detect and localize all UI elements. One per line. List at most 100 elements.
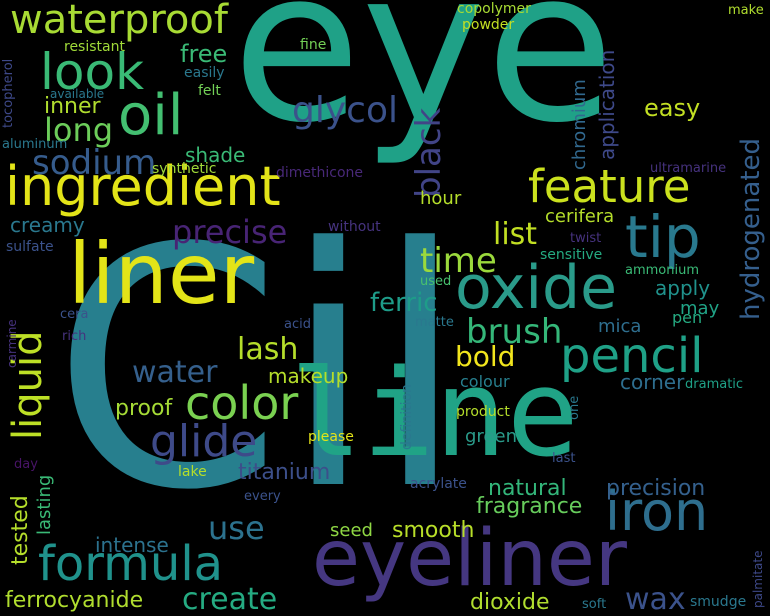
word-intense: intense <box>95 533 169 557</box>
word-glycol: glycol <box>292 90 398 131</box>
word-feature: feature <box>528 160 691 213</box>
word-twist: twist <box>570 231 602 246</box>
word-green: green <box>465 426 517 447</box>
word-free: free <box>180 40 228 68</box>
word-aluminum: aluminum <box>2 137 68 152</box>
word-dramatic: dramatic <box>685 377 744 392</box>
word-fine: fine <box>300 37 327 53</box>
word-cera: cera <box>60 307 89 322</box>
word-acid: acid <box>284 317 311 332</box>
word-pencil: pencil <box>560 328 704 384</box>
word-sensitive: sensitive <box>540 247 603 263</box>
word-eyeliner: eyeliner <box>312 514 627 604</box>
word-pen: pen <box>672 308 703 327</box>
word-palmitate: palmitate <box>751 550 765 608</box>
word-chromium: chromium <box>569 79 590 170</box>
word-ultramarine: ultramarine <box>650 161 727 176</box>
word-black: black <box>409 107 449 198</box>
word-ferric: ferric <box>370 288 438 318</box>
word-time: time <box>420 241 497 281</box>
word-water: water <box>132 355 218 390</box>
word-dimethicone: dimethicone <box>276 165 364 181</box>
word-carmine: carmine <box>5 319 19 368</box>
word-mica: mica <box>598 316 642 337</box>
word-application: application <box>595 49 619 160</box>
word-fragrance: fragrance <box>476 494 583 519</box>
word-liner: liner <box>68 225 255 323</box>
word-precision: precision <box>606 476 706 501</box>
word-easy: easy <box>644 94 701 122</box>
word-color: color <box>185 376 299 430</box>
word-synthetic: synthetic <box>152 161 217 177</box>
word-felt: felt <box>198 83 221 99</box>
word-rich: rich <box>62 329 87 344</box>
word-soft: soft <box>582 597 607 612</box>
word-without: without <box>328 219 381 235</box>
word-line: line <box>290 345 579 484</box>
word-last: last <box>552 451 576 466</box>
word-look: look <box>40 43 145 101</box>
word-available: available <box>50 87 105 101</box>
word-long: long <box>44 111 114 149</box>
word-apply: apply <box>655 276 711 300</box>
word-titanium: titanium <box>238 460 331 485</box>
word-proof: proof <box>115 396 173 421</box>
word-hydrogenated: hydrogenated <box>736 138 766 320</box>
word-bold: bold <box>455 340 516 373</box>
word-sodium: sodium <box>32 143 157 183</box>
word-inner: inner <box>44 94 101 119</box>
word-resistant: resistant <box>64 39 125 55</box>
word-easily: easily <box>184 65 225 81</box>
word-seed: seed <box>330 520 373 541</box>
word-formula: formula <box>38 536 224 592</box>
word-waterproof: waterproof <box>10 0 228 43</box>
word-matte: matte <box>415 315 454 330</box>
word-natural: natural <box>488 476 567 501</box>
word-powder: powder <box>462 17 515 33</box>
word-iron: iron <box>605 480 709 543</box>
word-precise: precise <box>172 213 288 251</box>
word-oil: oil <box>118 83 184 148</box>
word-lake: lake <box>178 464 207 480</box>
word-make: make <box>728 3 764 18</box>
word-copolymer: copolymer <box>457 1 531 17</box>
word-hour: hour <box>420 188 462 209</box>
word-please: please <box>308 429 354 445</box>
word-ferrocyanide: ferrocyanide <box>5 588 144 613</box>
word-creamy: creamy <box>10 213 85 237</box>
word-smudge: smudge <box>690 594 747 610</box>
word-tip: tip <box>625 203 701 271</box>
word-cerifera: cerifera <box>545 206 615 227</box>
word-eye: eye <box>232 0 615 169</box>
word-glide: glide <box>150 416 258 467</box>
word-use: use <box>208 509 265 547</box>
word-definition: definition <box>399 384 415 450</box>
word-every: every <box>244 489 281 504</box>
word-makeup: makeup <box>268 364 349 388</box>
word-shade: shade <box>185 143 246 167</box>
word-acrylate: acrylate <box>410 476 467 492</box>
word-ingredient: ingredient <box>5 155 281 218</box>
word-tocopherol: tocopherol <box>1 58 16 128</box>
word-lasting: lasting <box>34 474 55 535</box>
word-lash: lash <box>237 332 299 367</box>
word-cil: Cil <box>52 178 466 562</box>
word-used: used <box>420 274 452 289</box>
word-day: day <box>14 457 38 472</box>
word-colour: colour <box>460 372 510 391</box>
word-brush: brush <box>466 312 563 352</box>
word-product: product <box>456 404 510 420</box>
word-ammonium: ammonium <box>625 263 700 278</box>
word-dioxide: dioxide <box>470 590 550 615</box>
word-oxide: oxide <box>455 253 618 323</box>
word-wax: wax <box>625 582 686 616</box>
word-smooth: smooth <box>392 518 475 543</box>
word-list: list <box>493 217 538 252</box>
word-sulfate: sulfate <box>6 239 54 255</box>
word-tested: tested <box>8 495 33 565</box>
word-may: may <box>680 298 720 319</box>
word-corner: corner <box>620 370 685 394</box>
word-one: one <box>567 395 582 420</box>
word-create: create <box>182 582 278 616</box>
